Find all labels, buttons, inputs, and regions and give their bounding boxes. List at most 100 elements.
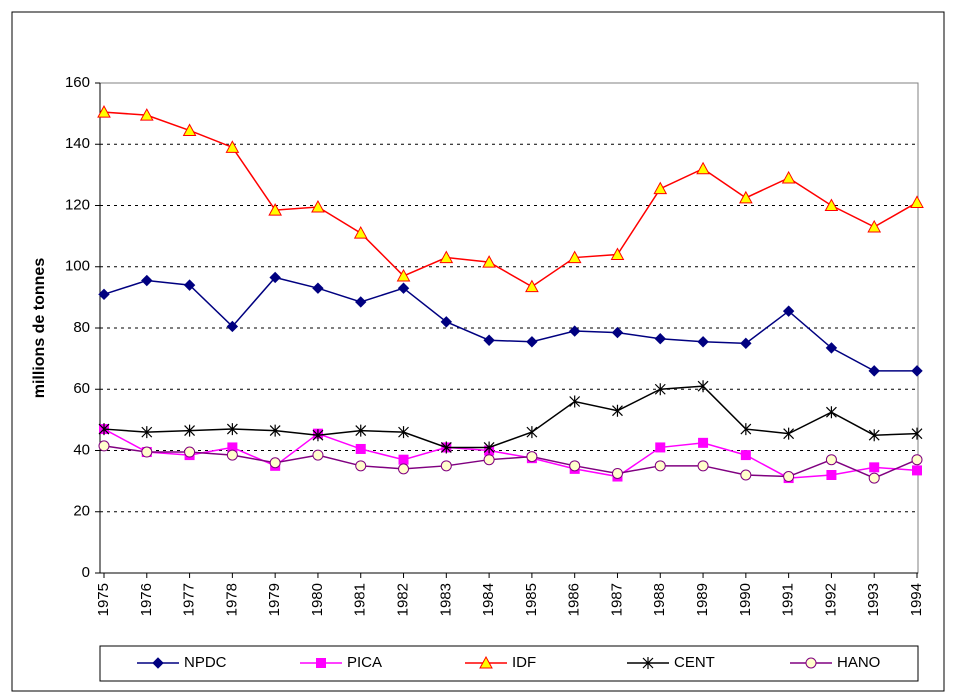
- marker: [398, 426, 409, 439]
- marker: [868, 429, 880, 442]
- marker: [825, 406, 837, 419]
- legend-label: CENT: [674, 654, 715, 671]
- x-tick-label: 1988: [651, 583, 668, 616]
- marker: [355, 443, 366, 454]
- marker: [355, 460, 367, 472]
- y-tick-label: 40: [73, 441, 90, 458]
- y-tick-label: 160: [65, 74, 90, 91]
- marker: [611, 326, 624, 339]
- marker: [355, 424, 367, 437]
- x-tick-label: 1982: [394, 583, 411, 616]
- marker: [312, 282, 324, 294]
- marker: [654, 383, 666, 396]
- marker: [783, 427, 795, 440]
- marker: [97, 105, 111, 118]
- y-tick-label: 20: [73, 503, 90, 520]
- marker: [569, 460, 581, 472]
- y-tick-label: 80: [73, 319, 90, 336]
- series: [98, 271, 923, 377]
- marker: [268, 203, 283, 216]
- marker: [316, 658, 326, 668]
- x-tick-label: 1994: [908, 583, 925, 616]
- marker: [867, 219, 882, 233]
- marker: [782, 305, 795, 317]
- x-tick-label: 1978: [223, 583, 240, 616]
- marker: [184, 424, 196, 437]
- marker: [642, 657, 654, 669]
- marker: [868, 365, 880, 377]
- y-tick-label: 100: [65, 258, 90, 275]
- series: [98, 380, 923, 454]
- marker: [397, 282, 410, 294]
- marker: [483, 454, 495, 466]
- marker: [269, 457, 281, 469]
- series-line: [103, 276, 917, 372]
- marker: [610, 247, 625, 260]
- x-tick-label: 1979: [266, 583, 283, 616]
- x-tick-label: 1976: [138, 583, 155, 616]
- x-tick-label: 1983: [437, 583, 454, 616]
- marker: [697, 460, 709, 472]
- marker: [225, 140, 240, 153]
- x-tick-label: 1986: [566, 583, 583, 616]
- marker: [526, 426, 538, 439]
- series-line: [103, 385, 918, 449]
- marker: [740, 450, 751, 461]
- marker: [612, 404, 623, 417]
- marker: [911, 427, 923, 440]
- x-tick-label: 1993: [865, 583, 882, 616]
- x-tick-label: 1977: [181, 583, 198, 616]
- marker: [653, 181, 668, 195]
- y-tick-label: 120: [65, 196, 90, 213]
- legend-label: HANO: [837, 654, 880, 671]
- x-tick-label: 1989: [694, 583, 711, 616]
- marker: [269, 424, 281, 437]
- marker: [696, 161, 710, 175]
- x-tick-label: 1975: [95, 583, 112, 616]
- marker: [781, 170, 796, 184]
- marker: [740, 423, 752, 436]
- x-tick-label: 1991: [780, 583, 797, 616]
- marker: [740, 469, 752, 481]
- series-line: [103, 428, 918, 479]
- marker: [98, 288, 110, 301]
- x-tick-label: 1992: [822, 583, 839, 616]
- marker: [152, 657, 164, 669]
- marker: [98, 423, 110, 436]
- marker: [440, 460, 452, 472]
- marker: [568, 325, 581, 337]
- x-tick-label: 1981: [352, 583, 369, 616]
- legend-label: IDF: [512, 654, 536, 671]
- marker: [226, 449, 238, 461]
- marker: [526, 451, 538, 463]
- marker: [825, 454, 837, 466]
- legend: [99, 645, 919, 682]
- x-tick-label: 1990: [737, 583, 754, 616]
- y-tick-label: 60: [73, 380, 90, 397]
- marker: [911, 454, 923, 466]
- series-line: [103, 445, 918, 479]
- x-tick-label: 1985: [523, 583, 540, 616]
- series-line: [103, 111, 918, 288]
- marker: [440, 441, 452, 454]
- marker: [398, 454, 409, 465]
- series: [98, 440, 923, 484]
- marker: [868, 472, 880, 484]
- marker: [697, 380, 709, 393]
- marker: [611, 467, 623, 479]
- marker: [825, 342, 838, 354]
- marker: [98, 440, 110, 452]
- y-tick-label: 140: [65, 135, 90, 152]
- marker: [141, 274, 153, 287]
- legend-label: PICA: [347, 654, 382, 671]
- marker: [738, 190, 753, 204]
- marker: [483, 441, 495, 454]
- marker: [183, 279, 196, 291]
- marker: [783, 471, 795, 483]
- marker: [525, 279, 539, 293]
- marker: [697, 336, 709, 348]
- marker: [482, 255, 496, 268]
- y-tick-label: 0: [82, 564, 90, 581]
- marker: [398, 463, 410, 475]
